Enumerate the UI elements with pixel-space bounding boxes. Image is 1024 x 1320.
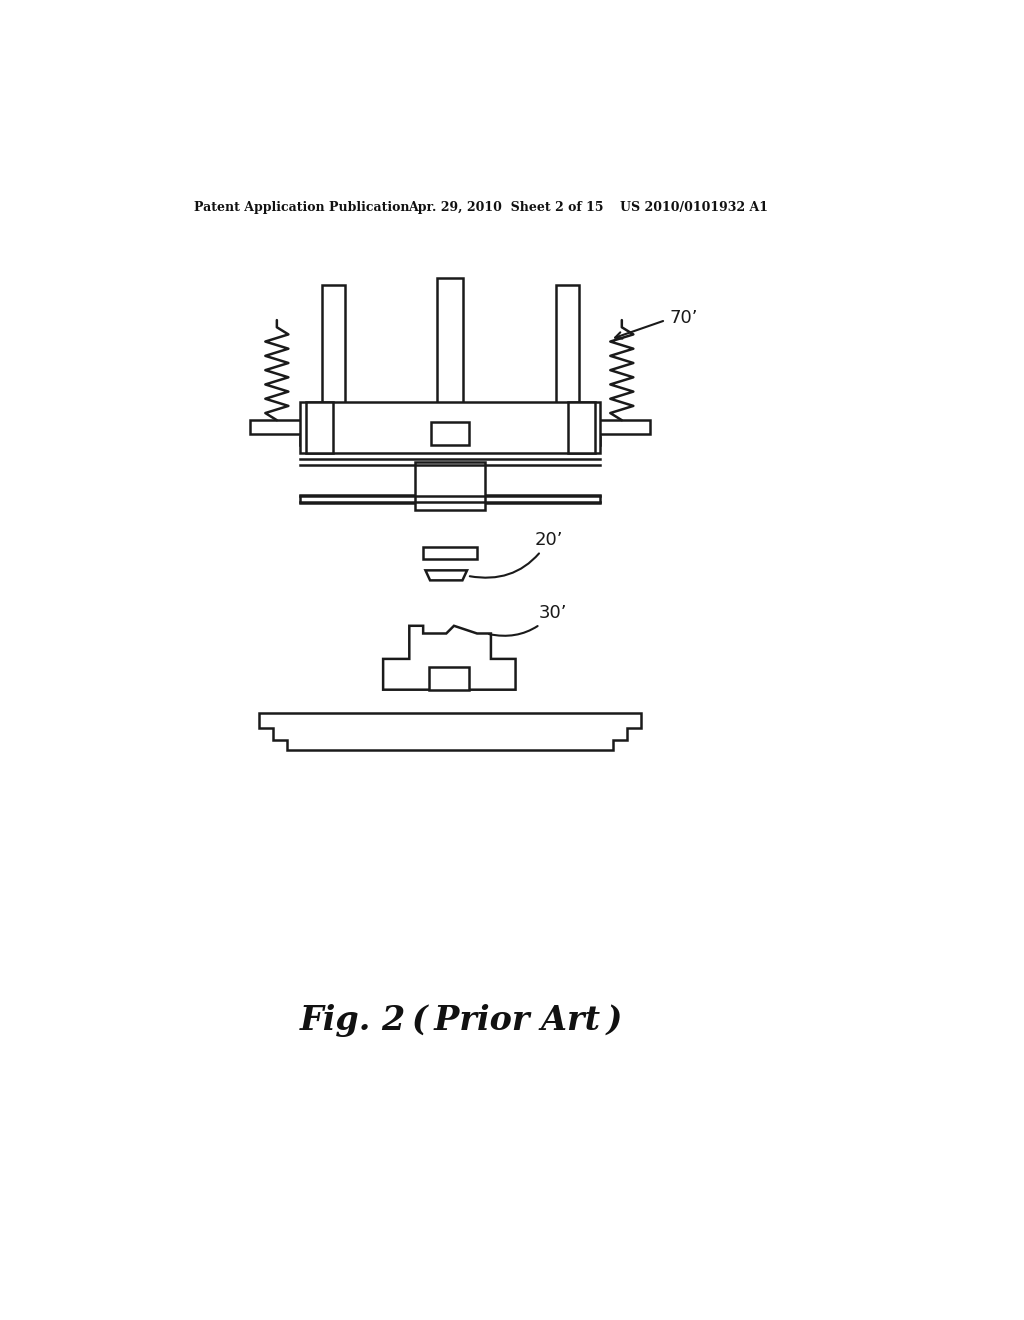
Text: Apr. 29, 2010  Sheet 2 of 15: Apr. 29, 2010 Sheet 2 of 15: [408, 201, 603, 214]
Bar: [423, 548, 477, 558]
Bar: [250, 420, 377, 434]
Text: 30’: 30’: [489, 603, 567, 636]
Text: Patent Application Publication: Patent Application Publication: [195, 201, 410, 214]
Bar: [437, 277, 463, 420]
Bar: [300, 403, 600, 453]
Bar: [568, 403, 595, 453]
Bar: [556, 285, 580, 436]
Bar: [416, 462, 484, 511]
Text: 20’: 20’: [470, 531, 563, 578]
Text: Fig. 2 ( Prior Art ): Fig. 2 ( Prior Art ): [300, 1005, 624, 1038]
Bar: [300, 437, 600, 445]
Polygon shape: [259, 713, 641, 750]
Polygon shape: [425, 570, 467, 581]
Text: 70’: 70’: [670, 309, 698, 327]
Bar: [300, 495, 600, 503]
Bar: [523, 420, 650, 434]
Bar: [322, 285, 345, 436]
Bar: [306, 403, 333, 453]
Polygon shape: [383, 626, 515, 689]
Bar: [429, 667, 469, 689]
Bar: [431, 422, 469, 445]
Text: US 2010/0101932 A1: US 2010/0101932 A1: [620, 201, 768, 214]
